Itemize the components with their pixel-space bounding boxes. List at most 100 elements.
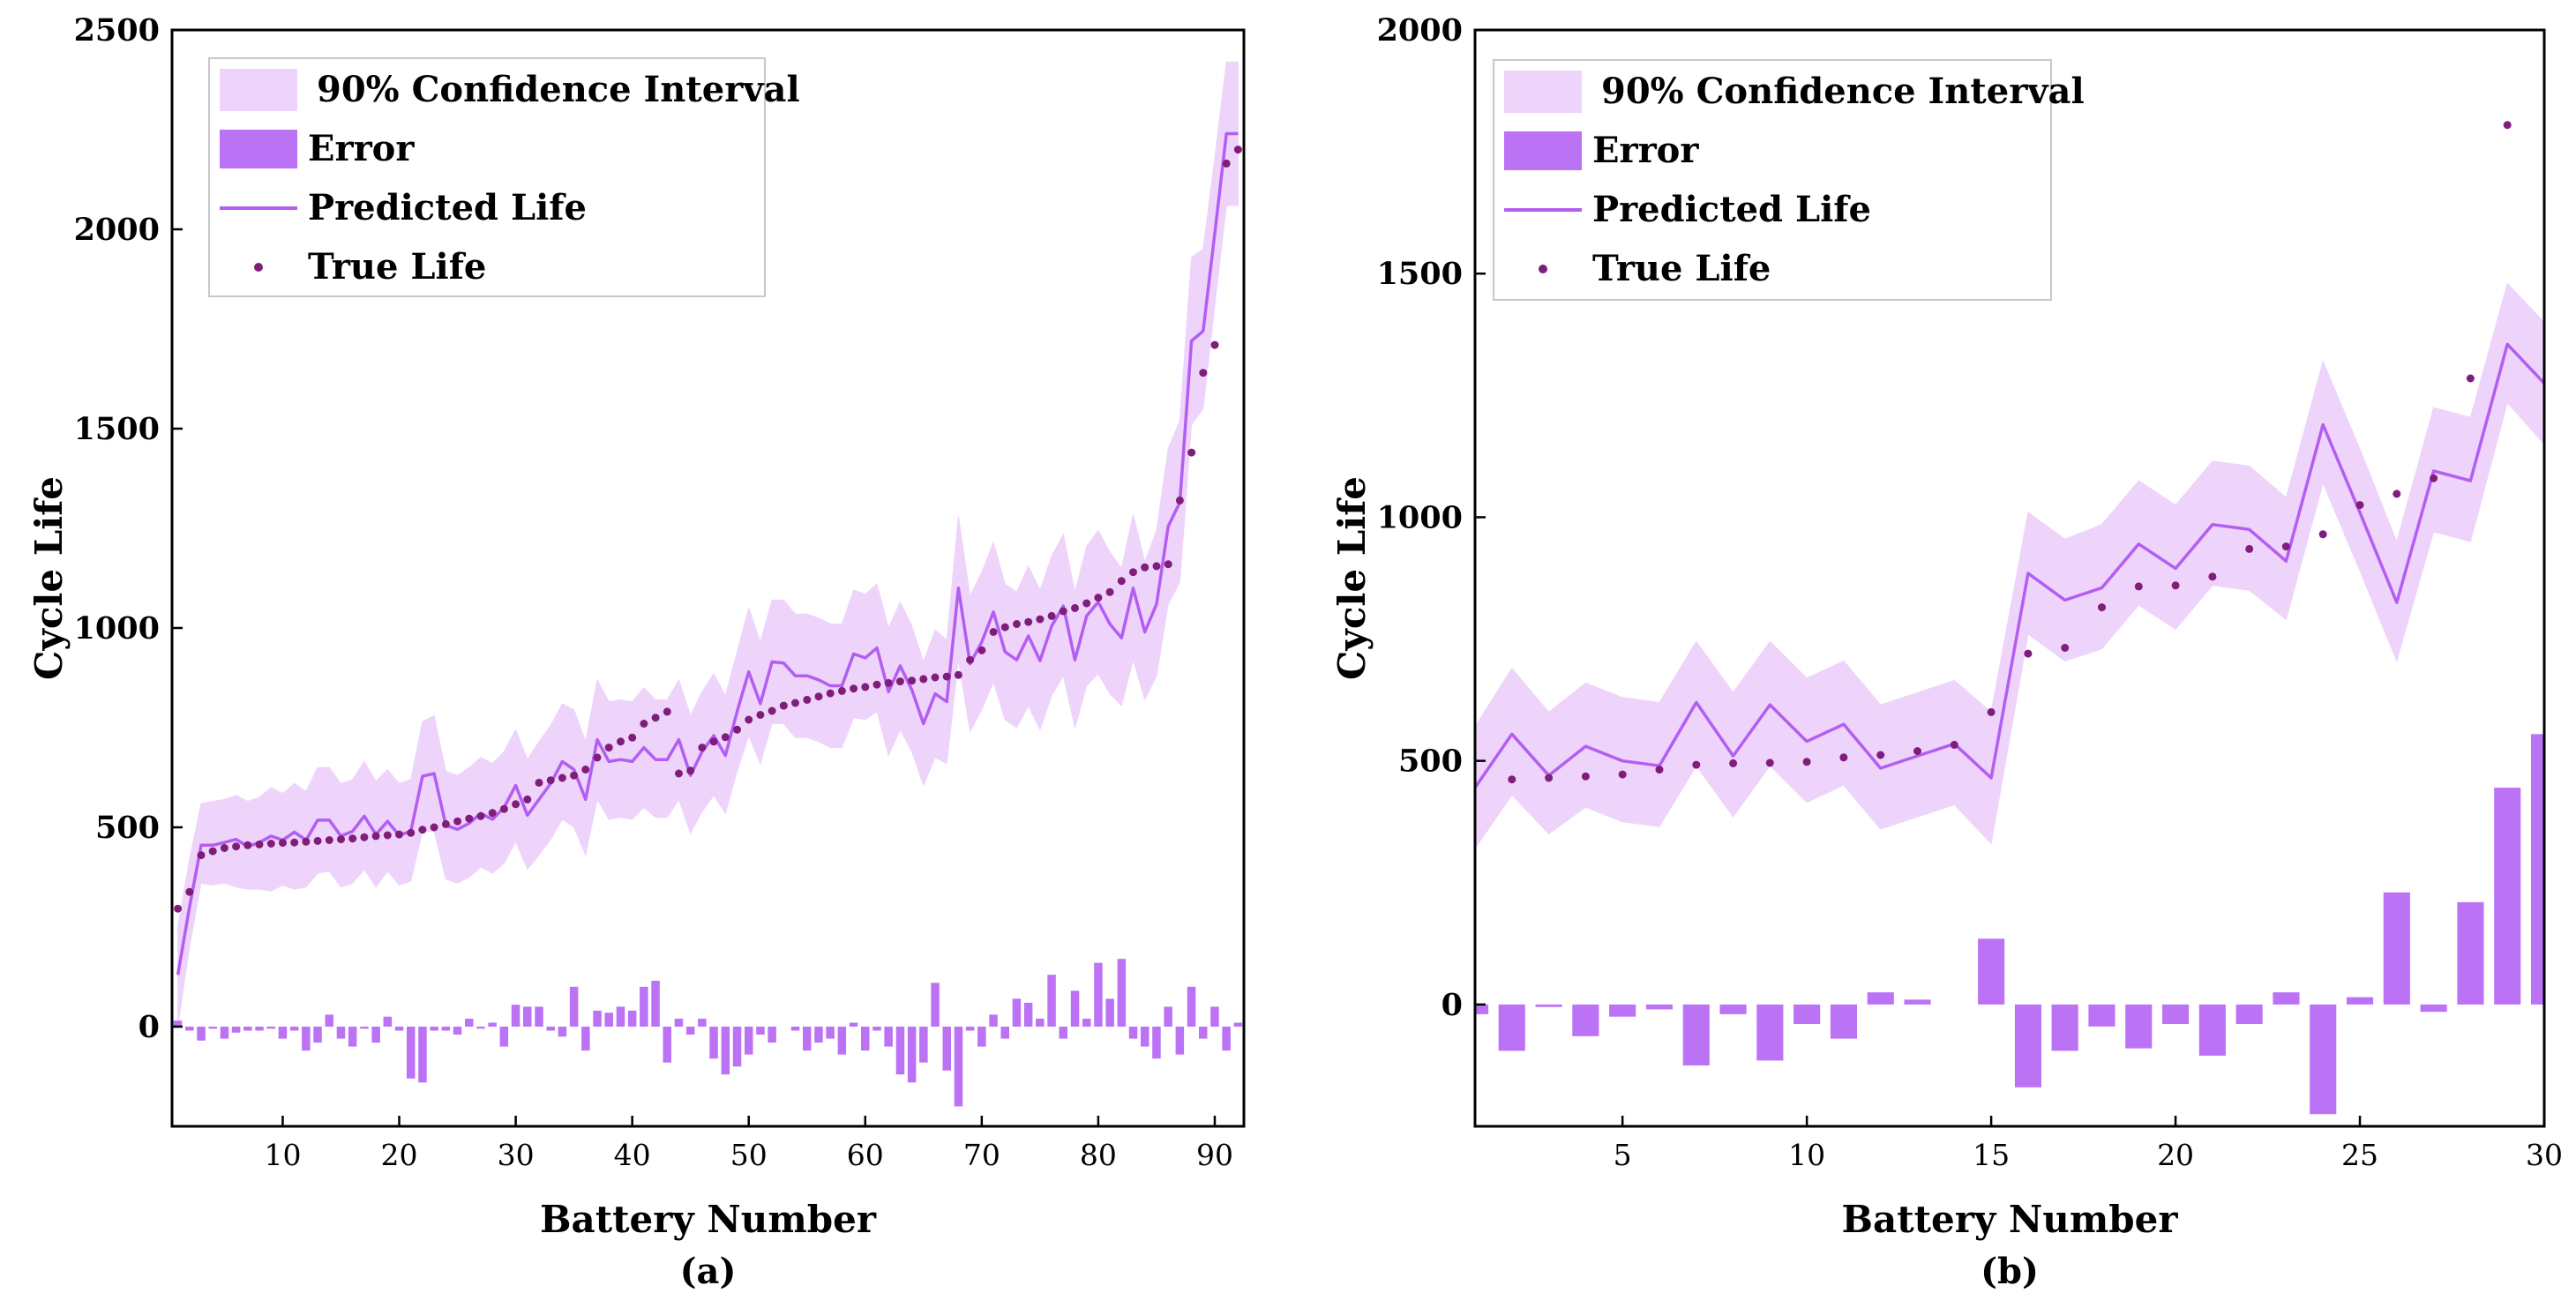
- true-life-point: [1692, 760, 1701, 769]
- true-life-point: [2134, 582, 2143, 591]
- error-bar: [325, 1014, 333, 1027]
- true-life-point: [1164, 560, 1172, 569]
- error-bar: [1719, 1004, 1747, 1014]
- true-life-point: [989, 628, 998, 636]
- error-bar: [895, 1027, 905, 1075]
- error-bar: [640, 986, 648, 1027]
- y-axis-label: Cycle Life: [27, 476, 71, 680]
- error-bar: [1036, 1019, 1045, 1027]
- error-bar: [535, 1006, 543, 1027]
- true-life-point: [1950, 740, 1958, 749]
- x-tick-label: 60: [847, 1138, 884, 1172]
- true-life-point: [1222, 159, 1231, 168]
- error-bar: [1164, 1006, 1172, 1027]
- true-life-point: [2024, 649, 2033, 658]
- error-bar: [756, 1027, 765, 1035]
- true-life-point: [2098, 603, 2106, 612]
- error-bar: [651, 981, 660, 1027]
- confidence-band: [1475, 282, 2544, 849]
- error-bar: [2383, 892, 2410, 1005]
- y-tick-label: 1000: [1377, 499, 1463, 535]
- true-life-point: [2503, 121, 2512, 130]
- confidence-band: [177, 61, 1239, 1028]
- error-bar: [931, 983, 940, 1027]
- true-life-point: [1141, 563, 1149, 572]
- true-life-point: [535, 778, 543, 787]
- error-bar: [173, 1020, 183, 1027]
- error-bar: [1000, 1027, 1009, 1039]
- x-axis-label: Battery Number: [1842, 1198, 2179, 1241]
- true-life-point: [2245, 544, 2254, 553]
- error-bar: [977, 1027, 986, 1047]
- x-tick-label: 50: [730, 1138, 768, 1172]
- true-life-point: [313, 836, 322, 845]
- y-axis-label: Cycle Life: [1330, 476, 1374, 680]
- true-life-point: [418, 826, 427, 834]
- true-life-point: [733, 725, 741, 734]
- true-life-point: [593, 753, 602, 762]
- error-bar: [872, 1027, 881, 1031]
- x-tick-label: 10: [1788, 1138, 1825, 1172]
- true-life-point: [1129, 568, 1137, 577]
- x-tick-label: 80: [1080, 1138, 1117, 1172]
- error-bar: [604, 1013, 613, 1027]
- error-bar: [488, 1022, 497, 1027]
- true-life-point: [302, 837, 311, 846]
- error-bar: [685, 1027, 695, 1035]
- true-life-point: [430, 823, 438, 832]
- error-bar: [593, 1010, 602, 1027]
- true-life-point: [1655, 766, 1664, 774]
- error-bar: [407, 1027, 416, 1079]
- error-bar: [965, 1027, 975, 1031]
- true-life-point: [1152, 562, 1161, 571]
- true-life-point: [1105, 587, 1114, 596]
- true-life-point: [371, 832, 380, 841]
- error-bar: [394, 1027, 404, 1031]
- error-bar: [499, 1027, 509, 1047]
- error-bar: [278, 1027, 288, 1039]
- error-bar: [453, 1027, 462, 1035]
- true-life-point: [931, 673, 940, 682]
- true-life-point: [220, 844, 228, 852]
- error-bar: [1793, 1004, 1821, 1024]
- error-bar: [942, 1027, 951, 1071]
- true-life-point: [1876, 751, 1885, 759]
- true-life-point: [1729, 759, 1738, 767]
- error-bar: [1978, 938, 2005, 1005]
- true-life-point: [1117, 577, 1126, 586]
- error-bar: [745, 1027, 753, 1055]
- x-tick-label: 30: [2526, 1138, 2563, 1172]
- error-bar: [803, 1027, 812, 1051]
- error-bar: [465, 1019, 474, 1027]
- error-bar: [1210, 1006, 1219, 1027]
- error-bar: [208, 1027, 217, 1029]
- error-bar: [663, 1027, 671, 1063]
- true-life-point: [2318, 530, 2327, 539]
- y-tick-label: 2000: [74, 212, 160, 248]
- error-bar: [289, 1027, 299, 1031]
- true-life-point: [266, 840, 275, 848]
- true-life-point: [779, 701, 788, 710]
- true-life-point: [1059, 607, 1067, 616]
- x-tick-label: 5: [1614, 1138, 1632, 1172]
- error-bar: [197, 1027, 206, 1041]
- true-life-point: [1024, 617, 1033, 626]
- error-bar: [1117, 959, 1127, 1027]
- true-life-point: [1082, 599, 1091, 608]
- y-tick-label: 1500: [74, 411, 160, 447]
- error-bar: [1059, 1027, 1067, 1039]
- error-bar: [954, 1027, 963, 1107]
- error-bar: [231, 1027, 241, 1033]
- x-tick-label: 10: [264, 1138, 301, 1172]
- true-life-point: [558, 774, 566, 782]
- error-bar: [884, 1027, 893, 1047]
- true-life-point: [977, 646, 986, 654]
- error-bar: [1233, 1022, 1243, 1027]
- y-tick-label: 2500: [74, 12, 160, 49]
- true-life-point: [895, 677, 904, 686]
- chart-panel-a: 10 20 30 40 50 60 70 80 90 0 500 1000 1500 2000 2500 Ba…: [27, 12, 1246, 1292]
- legend-true-label: True Life: [1592, 248, 1771, 289]
- error-bar: [1756, 1004, 1784, 1061]
- error-bar: [698, 1019, 707, 1027]
- error-bar: [441, 1027, 451, 1031]
